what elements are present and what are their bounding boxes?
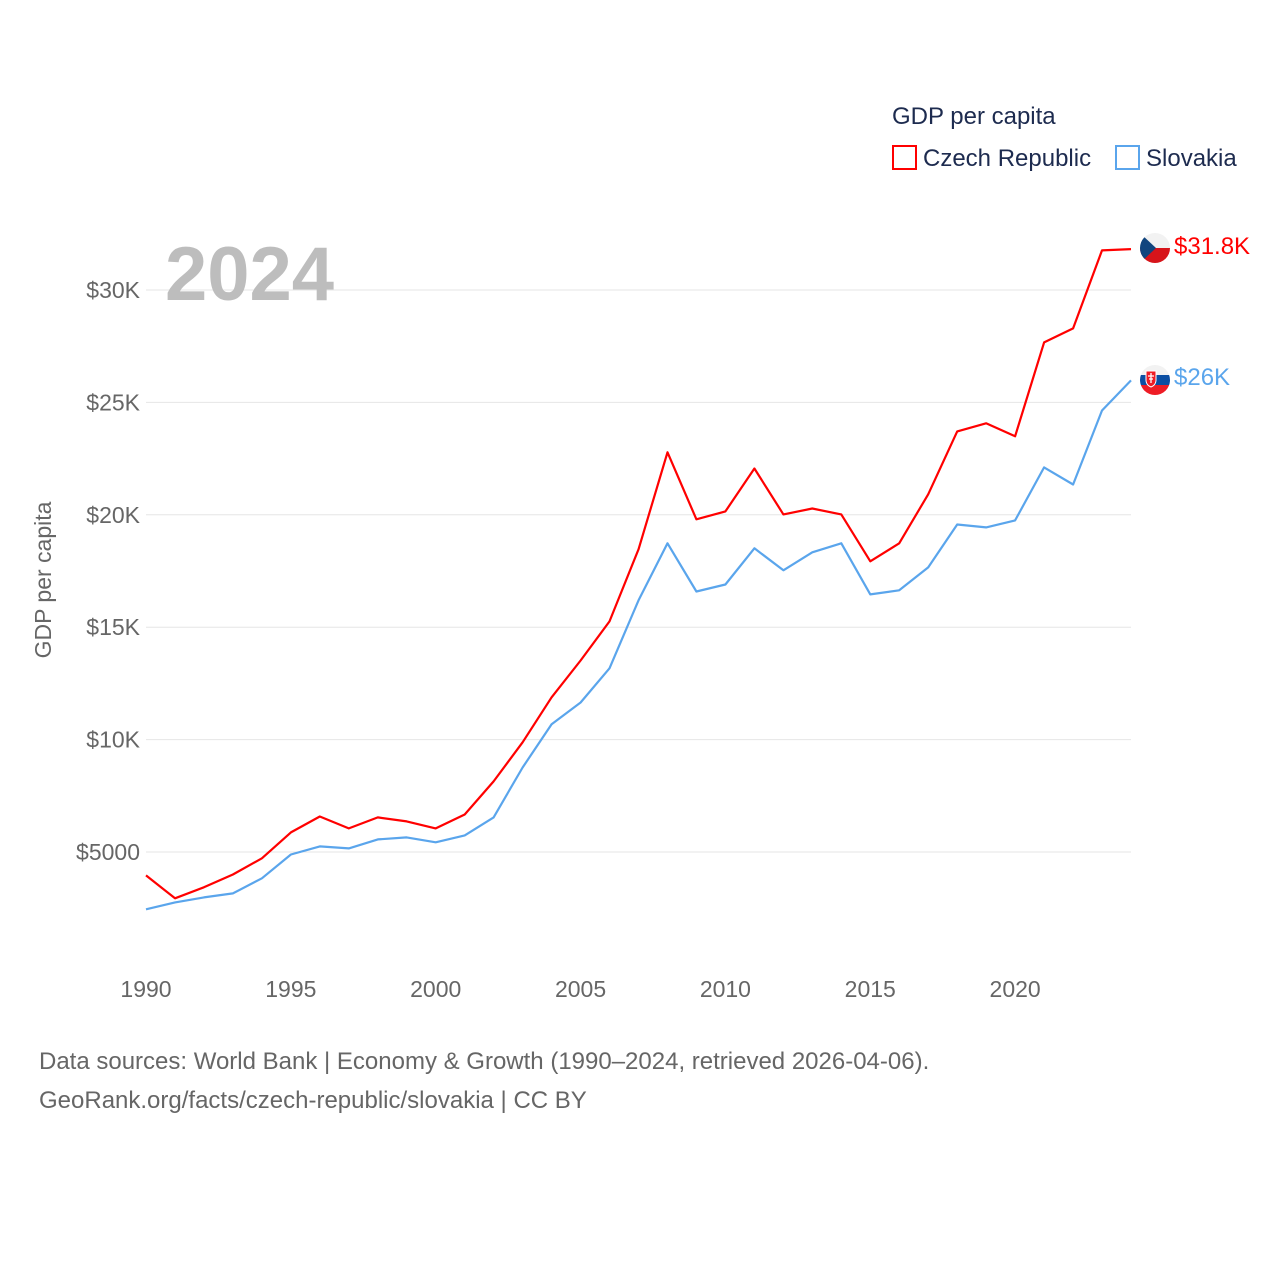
series-line-czech-republic — [145, 248, 1132, 900]
legend-item-slovakia[interactable]: Slovakia — [1115, 145, 1237, 172]
gridlines — [146, 289, 1131, 853]
czech-end-value-label: $31.8K — [1174, 233, 1250, 260]
x-tick-label: 1990 — [120, 976, 171, 1002]
y-tick-label: $10K — [86, 727, 140, 753]
slovakia-flag-icon — [1140, 365, 1170, 395]
legend-item-czech-republic[interactable]: Czech Republic — [892, 145, 1091, 172]
series-line-slovakia — [145, 379, 1132, 911]
source-line-2[interactable]: GeoRank.org/facts/czech-republic/slovaki… — [39, 1087, 587, 1114]
y-axis-label: GDP per capita — [30, 501, 56, 658]
x-tick-label: 2010 — [700, 976, 751, 1002]
czech-flag-icon — [1140, 233, 1170, 263]
y-tick-label: $20K — [86, 502, 140, 528]
y-tick-label: $25K — [86, 389, 140, 415]
x-tick-label: 2020 — [990, 976, 1041, 1002]
x-tick-label: 2000 — [410, 976, 461, 1002]
y-tick-label: $15K — [86, 614, 140, 640]
series-lines — [145, 248, 1132, 911]
y-axis-ticks: $5000 $10K $15K $20K $25K $30K — [76, 277, 141, 865]
x-tick-label: 2015 — [845, 976, 896, 1002]
y-tick-label: $30K — [86, 277, 140, 303]
year-watermark: 2024 — [165, 232, 334, 317]
slovakia-end-value-label: $26K — [1174, 364, 1230, 391]
legend: GDP per capita Czech Republic Slovakia — [892, 103, 1237, 172]
legend-label: Slovakia — [1146, 145, 1237, 172]
source-line-1: Data sources: World Bank | Economy & Gro… — [39, 1048, 929, 1075]
legend-title: GDP per capita — [892, 103, 1056, 130]
x-tick-label: 1995 — [265, 976, 316, 1002]
x-axis-ticks: 1990 1995 2000 2005 2010 2015 2020 — [120, 976, 1040, 1002]
x-tick-label: 2005 — [555, 976, 606, 1002]
legend-label: Czech Republic — [923, 145, 1091, 172]
y-tick-label: $5000 — [76, 839, 140, 865]
